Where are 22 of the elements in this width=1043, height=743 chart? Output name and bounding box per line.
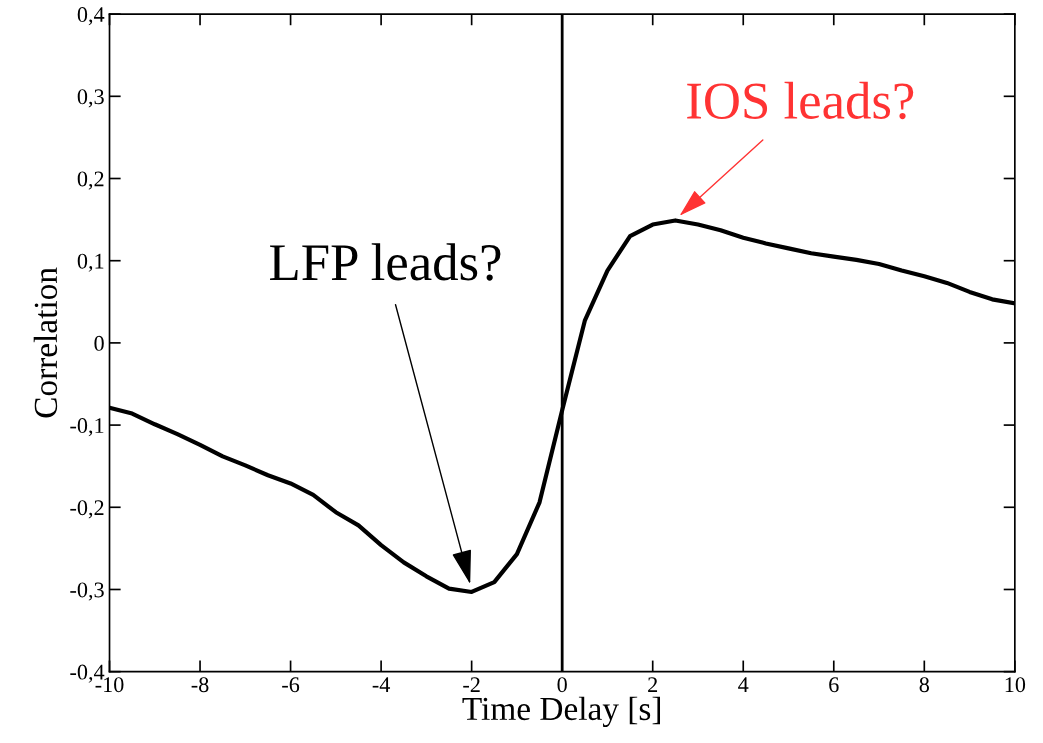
x-tick-label: -2	[463, 677, 480, 692]
x-tick-label: -4	[372, 677, 391, 692]
y-tick-label: 0,2	[77, 171, 104, 190]
x-tick-label: -6	[282, 677, 300, 693]
x-tick-label: 8	[919, 677, 930, 693]
y-tick-label: -0,3	[70, 582, 104, 601]
x-tick-label: 4	[738, 677, 749, 692]
x-axis-title: Time Delay [s]	[462, 696, 660, 728]
y-tick-label: 0,3	[77, 89, 104, 108]
annotation: LFP leads?	[270, 243, 501, 281]
y-tick-label: -0,2	[70, 500, 104, 519]
y-tick-label: 0,4	[77, 7, 105, 26]
y-tick-label: 0	[94, 335, 104, 351]
y-tick-label: -0,1	[70, 418, 104, 437]
y-axis-title: Correlation	[33, 267, 58, 418]
x-tick-label: 2	[648, 677, 658, 692]
x-tick-label: 10	[1005, 677, 1026, 693]
x-tick-label: -8	[191, 677, 209, 693]
y-tick-label: 0,1	[77, 253, 104, 272]
x-tick-label: 6	[829, 677, 839, 693]
x-tick-label: 0	[557, 677, 567, 693]
annotation: IOS leads?	[687, 81, 914, 120]
